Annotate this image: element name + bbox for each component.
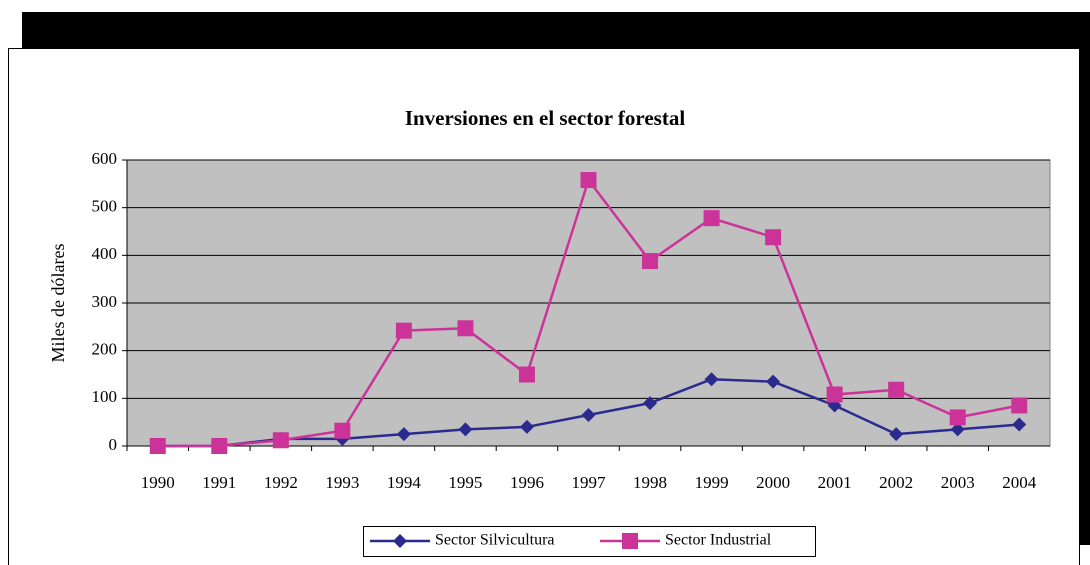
legend-marker [393, 534, 407, 548]
y-tick-label: 600 [92, 149, 118, 168]
x-tick-label: 1997 [572, 473, 607, 492]
data-point [334, 422, 351, 439]
y-tick-label: 0 [109, 435, 118, 454]
data-point [888, 381, 905, 398]
x-tick-label: 2004 [1002, 473, 1037, 492]
data-point [643, 396, 658, 411]
data-point [396, 427, 411, 442]
data-point [458, 422, 473, 437]
y-tick-label: 200 [92, 340, 118, 359]
data-point [581, 408, 596, 423]
data-point [889, 427, 904, 442]
data-point [519, 419, 534, 434]
y-tick-label: 400 [92, 244, 118, 263]
data-point [1012, 417, 1027, 432]
data-point [149, 438, 166, 454]
x-tick-label: 1994 [387, 473, 422, 492]
x-tick-label: 2003 [941, 473, 975, 492]
data-point [826, 386, 843, 403]
data-point [1011, 397, 1028, 414]
data-point [642, 253, 659, 270]
legend-label: Sector Silvicultura [435, 532, 555, 549]
data-point [703, 210, 720, 227]
x-tick-label: 1992 [264, 473, 298, 492]
x-tick-label: 2000 [756, 473, 790, 492]
data-point [457, 320, 474, 337]
chart-title: Inversiones en el sector forestal [405, 106, 685, 130]
data-point [949, 409, 966, 426]
x-tick-label: 1991 [202, 473, 236, 492]
y-axis-label: Miles de dólares [48, 244, 68, 363]
data-point [211, 438, 228, 454]
legend-marker [622, 533, 638, 549]
data-point [765, 229, 782, 246]
data-point [580, 172, 597, 189]
legend-label: Sector Industrial [665, 532, 772, 549]
data-point [395, 322, 412, 339]
data-point [950, 422, 965, 437]
y-tick-label: 500 [92, 197, 118, 216]
data-point [518, 366, 535, 383]
x-tick-label: 1998 [633, 473, 667, 492]
x-tick-label: 1996 [510, 473, 544, 492]
x-tick-label: 1999 [695, 473, 729, 492]
right-band [1080, 48, 1090, 545]
top-band [22, 12, 1090, 48]
x-tick-label: 1993 [325, 473, 359, 492]
x-tick-label: 2001 [818, 473, 852, 492]
y-tick-label: 100 [92, 387, 118, 406]
x-tick-label: 1990 [141, 473, 175, 492]
x-tick-label: 2002 [879, 473, 913, 492]
y-tick-label: 300 [92, 292, 118, 311]
legend-box [363, 526, 816, 557]
data-point [272, 432, 289, 449]
data-point [704, 372, 719, 387]
data-point [766, 374, 781, 389]
x-tick-label: 1995 [448, 473, 482, 492]
